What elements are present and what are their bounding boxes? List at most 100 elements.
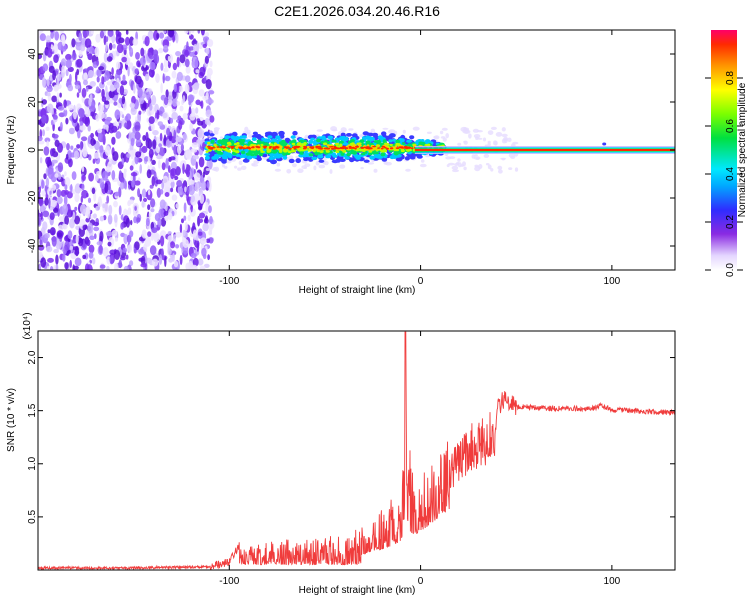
spectrogram-noise-mark <box>196 242 200 253</box>
spectrogram-noise-mark <box>127 66 130 77</box>
spectrogram-noise-mark <box>42 129 45 137</box>
spectrogram-band-mark <box>235 150 240 154</box>
spectrogram-noise-mark <box>195 69 200 74</box>
spectrogram-noise-mark <box>129 230 134 238</box>
spectrogram-noise-mark <box>73 109 77 120</box>
spectrogram-noise-mark <box>64 215 69 226</box>
spectrogram-noise-mark <box>86 239 91 247</box>
colorbar-tick-label: 0.4 <box>725 167 736 181</box>
spectrogram-noise-mark <box>182 163 185 175</box>
spectrogram-band-mark <box>239 154 244 159</box>
spectrogram-halo-mark <box>514 167 519 172</box>
spectrogram-noise-mark <box>162 112 168 119</box>
spectrogram-noise-mark <box>197 30 201 34</box>
spectrogram-halo-mark <box>487 142 491 147</box>
spectrogram-band-mark <box>275 135 281 140</box>
spectrogram-noise-mark <box>207 254 211 261</box>
spectrogram-noise-mark <box>138 95 145 105</box>
spectrogram-noise-mark <box>198 231 203 236</box>
spectrogram-noise-mark <box>104 182 109 194</box>
spectrogram-noise-mark <box>93 221 100 227</box>
spectrogram-noise-mark <box>47 229 51 234</box>
spectrogram-noise-mark <box>79 121 84 126</box>
spectrogram-band-mark <box>285 147 289 149</box>
spectrogram-band-mark <box>270 159 277 165</box>
spectrogram-halo-mark <box>508 153 515 158</box>
spectrogram-noise-mark <box>115 61 121 70</box>
spectrogram-halo-mark <box>420 159 425 163</box>
spectrogram-noise-mark <box>194 82 200 87</box>
spectrogram-noise-mark <box>72 246 79 251</box>
spectrogram-noise-mark <box>51 230 55 236</box>
spectrogram-band-mark <box>335 142 340 146</box>
spectrogram-band-mark <box>231 148 236 152</box>
spectrogram-noise-mark <box>167 55 171 62</box>
spectrogram-band-mark <box>398 146 402 149</box>
spectrogram-halo-mark <box>405 168 411 172</box>
spectrogram-noise-mark <box>104 145 111 157</box>
spectrogram-noise-mark <box>60 58 67 67</box>
spectrogram-noise-mark <box>136 217 141 223</box>
spectrogram-noise-mark <box>48 197 51 209</box>
spectrogram-noise-mark <box>111 136 116 145</box>
spectrogram-noise-mark <box>47 257 54 263</box>
spectrogram-noise-mark <box>155 146 160 154</box>
spectrogram-noise-mark <box>76 58 83 68</box>
spectrogram-y-tick-label: 0 <box>27 147 38 153</box>
spectrogram-noise-mark <box>201 247 207 257</box>
spectrogram-halo-mark <box>316 129 323 132</box>
spectrogram-noise-mark <box>38 68 41 77</box>
spectrogram-noise-mark <box>165 75 171 82</box>
spectrogram-band-mark <box>353 153 359 158</box>
spectrogram-noise-mark <box>118 205 122 216</box>
spectrogram-band-mark <box>210 139 215 144</box>
spectrogram-noise-mark <box>124 122 128 129</box>
spectrogram-noise-mark <box>60 43 67 52</box>
spectrogram-band-mark <box>340 132 346 137</box>
spectrogram-noise-mark <box>74 215 81 225</box>
spectrogram-noise-mark <box>97 128 103 134</box>
spectrogram-band-mark <box>303 142 307 145</box>
spectrogram-noise-mark <box>133 248 137 254</box>
colorbar-tick-label: 0.6 <box>725 119 736 133</box>
spectrogram-noise-mark <box>175 33 179 44</box>
spectrogram-noise-mark <box>106 56 113 62</box>
spectrogram-noise-mark <box>103 52 108 63</box>
spectrogram-noise-mark <box>175 203 180 209</box>
spectrogram-band-mark <box>226 135 231 139</box>
spectrogram-noise-mark <box>114 262 119 270</box>
spectrogram-noise-mark <box>46 92 51 97</box>
spectrogram-halo-mark <box>487 140 491 144</box>
spectrogram-noise-mark <box>132 38 139 46</box>
spectrogram-noise-mark <box>162 73 165 84</box>
spectrogram-noise-mark <box>89 47 96 55</box>
spectrogram-band-mark <box>366 132 374 137</box>
spectrogram-band-mark <box>288 147 292 150</box>
colorbar-axes: 0.0 0.2 0.4 0.6 0.8 <box>705 71 743 277</box>
spectrogram-noise-mark <box>171 112 178 120</box>
spectrogram-halo-mark <box>382 127 389 130</box>
spectrogram-halo-mark <box>507 137 512 142</box>
spectrogram-band-mark <box>323 147 327 150</box>
spectrogram-band-mark <box>228 143 232 146</box>
spectrogram-noise-mark <box>38 253 43 260</box>
spectrogram-noise-mark <box>169 117 174 124</box>
colorbar-label: Normalized spectral amplitude <box>737 82 748 217</box>
spectrogram-noise-mark <box>158 254 163 265</box>
spectrogram-noise-mark <box>48 65 55 74</box>
spectrogram-y-tick-label: -40 <box>27 238 38 253</box>
spectrogram-noise-mark <box>44 137 51 143</box>
spectrogram-band-mark <box>290 135 296 139</box>
spectrogram-noise-mark <box>65 69 69 77</box>
spectrogram-halo-mark <box>468 133 472 139</box>
spectrogram-noise-mark <box>112 151 119 162</box>
spectrogram-noise-mark <box>186 169 190 178</box>
spectrogram-noise-mark <box>205 109 212 118</box>
spectrogram-noise-mark <box>119 85 125 96</box>
spectrogram-band-mark <box>265 138 271 143</box>
spectrogram-band-mark <box>303 146 308 149</box>
spectrogram-noise-mark <box>59 92 62 98</box>
spectrogram-noise-mark <box>98 111 105 120</box>
spectrogram-noise-mark <box>141 188 147 198</box>
spectrogram-noise-mark <box>137 87 143 98</box>
